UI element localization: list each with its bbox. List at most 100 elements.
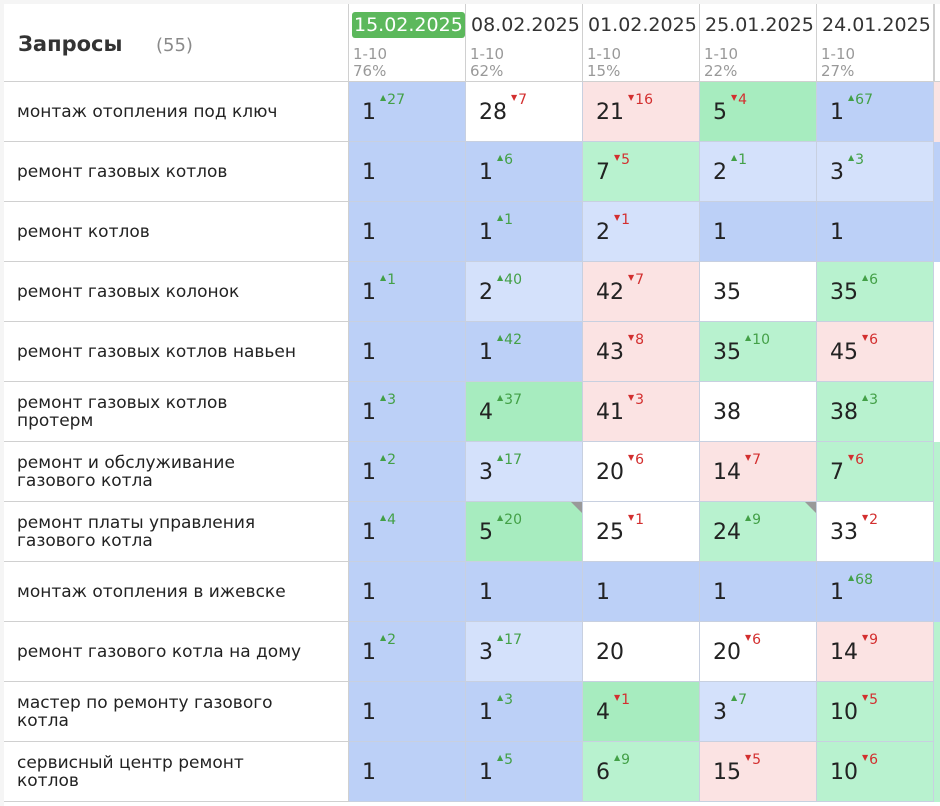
position-cell[interactable]: 1 ▲2 <box>349 622 466 682</box>
column-date[interactable]: 01.02.2025 <box>588 14 697 36</box>
query-text[interactable]: ремонт платы управления газового котла <box>17 512 256 551</box>
date-column-header[interactable]: 24.01.2025 1-10 27% <box>817 4 934 82</box>
query-text[interactable]: ремонт и обслуживание газового котла <box>17 452 235 491</box>
position-cell[interactable]: 1 ▲27 <box>349 82 466 142</box>
query-text[interactable]: мастер по ремонту газового котла <box>17 692 273 731</box>
position-cell[interactable]: 10 ▼6 <box>817 742 934 802</box>
query-cell[interactable]: монтаж отопления под ключ <box>4 82 349 142</box>
position-cell[interactable]: 1 <box>466 562 583 622</box>
position-cell[interactable]: 3 ▲3 <box>817 142 934 202</box>
position-cell[interactable]: 10 ▼5 <box>817 682 934 742</box>
position-cell[interactable]: 14 ▼7 <box>700 442 817 502</box>
position-cell[interactable]: 1 <box>349 742 466 802</box>
position-cell[interactable]: 45 ▼6 <box>817 322 934 382</box>
position-cell[interactable]: 33 ▼2 <box>817 502 934 562</box>
position-cell[interactable]: 1 ▲42 <box>466 322 583 382</box>
position-cell[interactable]: 7 ▼6 <box>817 442 934 502</box>
position-cell[interactable]: 1 <box>700 562 817 622</box>
query-cell[interactable]: ремонт газового котла на дому <box>4 622 349 682</box>
column-date[interactable]: 24.01.2025 <box>822 14 931 36</box>
position-cell[interactable]: 6 ▲9 <box>583 742 700 802</box>
position-cell[interactable]: 21 ▼16 <box>583 82 700 142</box>
position-cell[interactable]: 7 ▼5 <box>583 142 700 202</box>
position-cell[interactable]: 1 ▲6 <box>466 142 583 202</box>
query-cell[interactable]: мастер по ремонту газового котла <box>4 682 349 742</box>
position-cell[interactable]: 38 <box>700 382 817 442</box>
position-cell[interactable]: 3 ▲17 <box>466 442 583 502</box>
query-text[interactable]: ремонт котлов <box>17 221 150 242</box>
position-cell[interactable]: 28 ▼7 <box>466 82 583 142</box>
position-cell[interactable]: 1 ▲68 <box>817 562 934 622</box>
position-cell[interactable]: 35 ▲6 <box>817 262 934 322</box>
query-text[interactable]: ремонт газовых котлов навьен <box>17 341 296 362</box>
position-cell[interactable]: 2 ▲40 <box>466 262 583 322</box>
date-column-header[interactable]: 01.02.2025 1-10 15% <box>583 4 700 82</box>
position-cell[interactable]: 14 ▼9 <box>817 622 934 682</box>
position-cell[interactable]: 1 ▲3 <box>466 682 583 742</box>
note-corner-icon[interactable] <box>805 502 816 513</box>
date-column-header[interactable]: 25.01.2025 1-10 22% <box>700 4 817 82</box>
position-cell[interactable]: 42 ▼7 <box>583 262 700 322</box>
position-cell[interactable]: 1 ▲67 <box>817 82 934 142</box>
position-cell[interactable]: 5 ▼4 <box>700 82 817 142</box>
query-text[interactable]: ремонт газовых котлов <box>17 161 228 182</box>
query-text[interactable]: ремонт газовых колонок <box>17 281 240 302</box>
arrow-down-icon: ▼ <box>862 333 869 342</box>
query-cell[interactable]: ремонт и обслуживание газового котла <box>4 442 349 502</box>
position-cell[interactable]: 1 <box>700 202 817 262</box>
position-change-up: ▲3 <box>848 152 864 168</box>
column-date[interactable]: 08.02.2025 <box>471 14 580 36</box>
queries-column-header[interactable]: Запросы (55) <box>4 4 349 82</box>
query-cell[interactable]: ремонт платы управления газового котла <box>4 502 349 562</box>
date-column-header[interactable]: 08.02.2025 1-10 62% <box>466 4 583 82</box>
position-cell[interactable]: 1 ▲5 <box>466 742 583 802</box>
position-cell[interactable]: 1 <box>349 682 466 742</box>
current-date-badge[interactable]: 15.02.2025 <box>352 12 465 38</box>
position-cell[interactable]: 1 <box>349 202 466 262</box>
query-cell[interactable]: ремонт газовых котлов навьен <box>4 322 349 382</box>
position-cell[interactable]: 20 ▼6 <box>700 622 817 682</box>
position-cell[interactable]: 1 <box>349 142 466 202</box>
query-text[interactable]: ремонт газового котла на дому <box>17 641 302 662</box>
column-date[interactable]: 25.01.2025 <box>705 14 814 36</box>
position-cell[interactable]: 35 <box>700 262 817 322</box>
position-cell[interactable]: 25 ▼1 <box>583 502 700 562</box>
position-cell[interactable]: 1 ▲4 <box>349 502 466 562</box>
query-text[interactable]: сервисный центр ремонт котлов <box>17 752 244 791</box>
position-cell[interactable]: 1 <box>817 202 934 262</box>
position-cell[interactable]: 41 ▼3 <box>583 382 700 442</box>
position-cell[interactable]: 43 ▼8 <box>583 322 700 382</box>
position-cell[interactable]: 4 ▲37 <box>466 382 583 442</box>
query-cell[interactable]: ремонт газовых котлов <box>4 142 349 202</box>
position-cell[interactable]: 2 ▼1 <box>583 202 700 262</box>
query-cell[interactable]: ремонт котлов <box>4 202 349 262</box>
position-cell[interactable]: 1 ▲1 <box>349 262 466 322</box>
position-change-up: ▲1 <box>731 152 747 168</box>
position-cell[interactable]: 4 ▼1 <box>583 682 700 742</box>
date-column-header[interactable]: 15.02.2025 1-10 76% <box>349 4 466 82</box>
position-cell[interactable]: 1 <box>583 562 700 622</box>
query-cell[interactable]: ремонт газовых котлов протерм <box>4 382 349 442</box>
position-cell[interactable]: 5 ▲20 <box>466 502 583 562</box>
position-cell[interactable]: 20 <box>583 622 700 682</box>
query-cell[interactable]: ремонт газовых колонок <box>4 262 349 322</box>
position-cell[interactable]: 1 <box>349 562 466 622</box>
position-cell[interactable]: 3 ▲17 <box>466 622 583 682</box>
position-cell[interactable]: 15 ▼5 <box>700 742 817 802</box>
position-cell[interactable]: 20 ▼6 <box>583 442 700 502</box>
query-text[interactable]: монтаж отопления под ключ <box>17 101 278 122</box>
query-cell[interactable]: сервисный центр ремонт котлов <box>4 742 349 802</box>
position-cell[interactable]: 35 ▲10 <box>700 322 817 382</box>
position-cell[interactable]: 24 ▲9 <box>700 502 817 562</box>
note-corner-icon[interactable] <box>571 502 582 513</box>
query-text[interactable]: монтаж отопления в ижевске <box>17 581 286 602</box>
query-text[interactable]: ремонт газовых котлов протерм <box>17 392 228 431</box>
position-cell[interactable]: 38 ▲3 <box>817 382 934 442</box>
position-cell[interactable]: 1 <box>349 322 466 382</box>
position-cell[interactable]: 1 ▲2 <box>349 442 466 502</box>
query-cell[interactable]: монтаж отопления в ижевске <box>4 562 349 622</box>
position-cell[interactable]: 3 ▲7 <box>700 682 817 742</box>
position-cell[interactable]: 1 ▲1 <box>466 202 583 262</box>
position-cell[interactable]: 1 ▲3 <box>349 382 466 442</box>
position-cell[interactable]: 2 ▲1 <box>700 142 817 202</box>
